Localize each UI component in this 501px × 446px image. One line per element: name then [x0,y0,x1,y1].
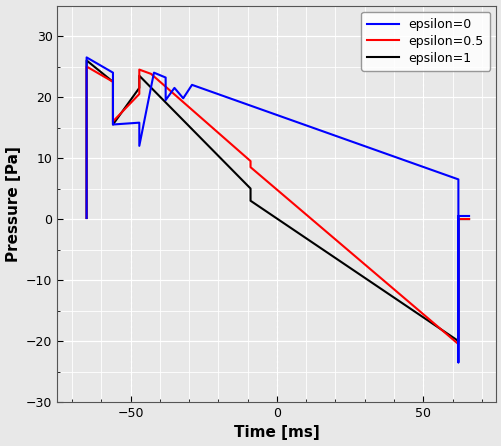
epsilon=0 [162,97,168,103]
epsilon=1 [84,58,90,63]
epsilon=1 [466,216,472,222]
epsilon=0 [84,55,90,60]
epsilon=0 [84,216,90,222]
epsilon=1 [247,198,253,203]
epsilon=0 [162,75,168,80]
epsilon=0.5 [454,341,460,347]
epsilon=0 [110,70,116,75]
epsilon=1 [110,122,116,127]
epsilon=0.5 [84,216,90,222]
epsilon=0.5 [136,67,142,72]
epsilon=0.5 [247,158,253,164]
Line: epsilon=0: epsilon=0 [87,58,469,363]
epsilon=0 [110,122,116,127]
epsilon=0 [454,177,460,182]
Line: epsilon=1: epsilon=1 [87,61,469,341]
epsilon=1 [110,79,116,84]
epsilon=0 [171,85,177,91]
epsilon=0.5 [466,216,472,222]
epsilon=0.5 [148,71,154,77]
epsilon=1 [84,216,90,222]
epsilon=0.5 [247,165,253,170]
epsilon=0 [466,213,472,219]
epsilon=0 [136,143,142,149]
epsilon=0.5 [110,119,116,124]
epsilon=0 [454,213,460,219]
epsilon=0 [151,70,157,75]
epsilon=1 [136,85,142,91]
epsilon=0.5 [454,216,460,222]
epsilon=1 [247,186,253,191]
epsilon=0 [180,95,186,101]
epsilon=0 [136,120,142,125]
X-axis label: Time [ms]: Time [ms] [233,425,319,441]
epsilon=0.5 [136,91,142,97]
epsilon=0.5 [84,64,90,69]
Legend: epsilon=0, epsilon=0.5, epsilon=1: epsilon=0, epsilon=0.5, epsilon=1 [361,12,489,71]
epsilon=1 [454,216,460,222]
epsilon=0 [188,82,194,87]
Y-axis label: Pressure [Pa]: Pressure [Pa] [6,146,21,262]
epsilon=0 [454,360,460,365]
epsilon=0.5 [110,79,116,84]
epsilon=1 [136,73,142,78]
epsilon=1 [454,339,460,344]
Line: epsilon=0.5: epsilon=0.5 [87,66,469,344]
